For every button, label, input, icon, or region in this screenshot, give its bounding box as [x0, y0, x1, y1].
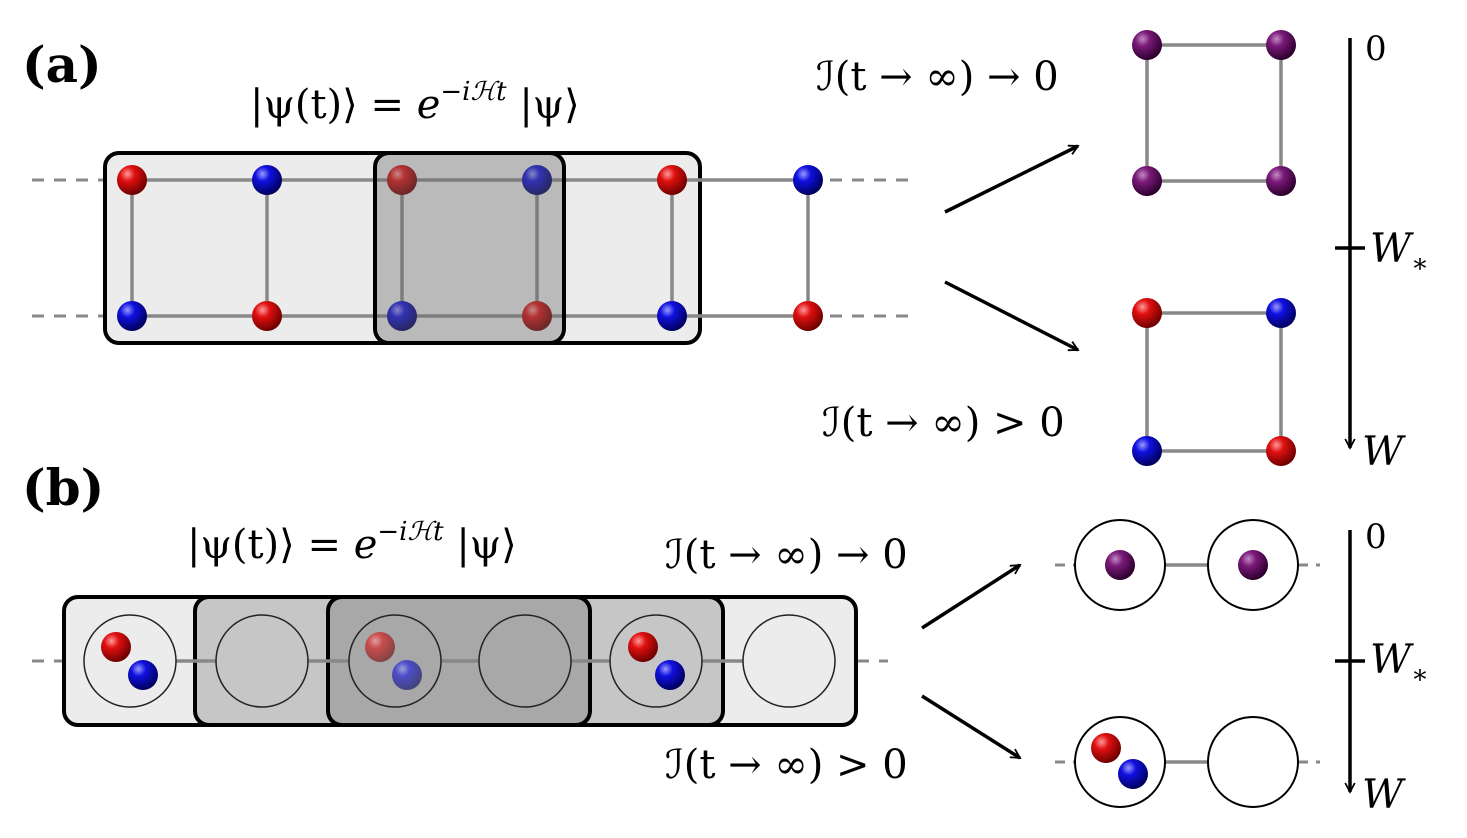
spin-up-particle [1091, 733, 1121, 763]
axis-top-label: 0 [1365, 29, 1387, 69]
spin-down-site [387, 301, 417, 331]
well [609, 614, 703, 708]
dimer-delocalized [1055, 519, 1320, 611]
mixed-site [1132, 30, 1162, 60]
disorder-axis-a: 0 W∗ W [1335, 29, 1429, 475]
axis-bottom-label: W [1362, 429, 1406, 475]
spin-up-particle [628, 632, 658, 662]
spin-up-site [387, 165, 417, 195]
mixed-site [1266, 30, 1296, 60]
well [742, 614, 836, 708]
chain-wells [83, 614, 836, 708]
outcome-vanishing-label: ℐ(t → ∞) → 0 [665, 532, 908, 578]
spin-down-particle [128, 660, 158, 690]
arrow-to-vanishing [944, 144, 1078, 214]
panel-b: (b) |ψ(t)⟩ = e−iℋt |ψ⟩ [22, 458, 1429, 818]
spin-down-particle [392, 660, 422, 690]
dimer-localized [1055, 716, 1320, 808]
outcome-vanishing-label: ℐ(t → ∞) → 0 [816, 54, 1059, 100]
well [348, 614, 442, 708]
panel-a-label: (a) [22, 35, 102, 94]
disorder-axis-b: 0 W∗ W [1335, 517, 1429, 818]
mixed-site [1132, 166, 1162, 196]
panel-b-label: (b) [22, 458, 104, 517]
spin-down-site [1266, 298, 1296, 328]
axis-critical-label: W∗ [1370, 637, 1429, 690]
well [1207, 716, 1299, 808]
well [215, 614, 309, 708]
spin-down-site [1132, 436, 1162, 466]
spin-down-site [252, 165, 282, 195]
axis-top-label: 0 [1365, 517, 1387, 557]
spin-up-site [117, 165, 147, 195]
spin-down-site [657, 301, 687, 331]
well [1074, 716, 1166, 808]
axis-critical-label: W∗ [1370, 226, 1429, 279]
plaquette-localized [1132, 298, 1296, 466]
plaquette-delocalized [1132, 30, 1296, 196]
axis-bottom-label: W [1362, 772, 1406, 818]
ladder-bonds [130, 178, 810, 318]
spin-up-site [1132, 298, 1162, 328]
outcome-finite-label: ℐ(t → ∞) > 0 [665, 742, 908, 788]
arrow-to-finite [944, 280, 1078, 352]
spin-down-site [522, 165, 552, 195]
ladder-dashed-ends [32, 178, 910, 318]
panel-b-evolution-equation: |ψ(t)⟩ = e−iℋt |ψ⟩ [187, 517, 517, 568]
chain-particles [101, 632, 685, 690]
spin-up-site [793, 301, 823, 331]
subsystem-overlap-box [373, 151, 566, 345]
arrow-to-vanishing [921, 563, 1020, 630]
mixed-particle [1105, 550, 1135, 580]
panel-a-evolution-equation: |ψ(t)⟩ = e−iℋt |ψ⟩ [250, 77, 580, 128]
spin-up-particle [101, 632, 131, 662]
spin-down-particle [1118, 759, 1148, 789]
panel-a: (a) |ψ(t)⟩ = e−iℋt |ψ⟩ [22, 29, 1429, 475]
spin-down-site [793, 165, 823, 195]
spin-up-site [657, 165, 687, 195]
spin-up-site [522, 301, 552, 331]
spin-up-particle [365, 632, 395, 662]
arrow-to-finite [921, 694, 1020, 760]
spin-down-site [117, 301, 147, 331]
spin-down-particle [655, 660, 685, 690]
mixed-site [1266, 166, 1296, 196]
spin-up-site [252, 301, 282, 331]
well [478, 614, 572, 708]
outcome-finite-label: ℐ(t → ∞) > 0 [822, 400, 1065, 446]
spin-up-site [1266, 436, 1296, 466]
mixed-particle [1238, 550, 1268, 580]
ladder-sites [117, 165, 823, 331]
well [83, 614, 177, 708]
